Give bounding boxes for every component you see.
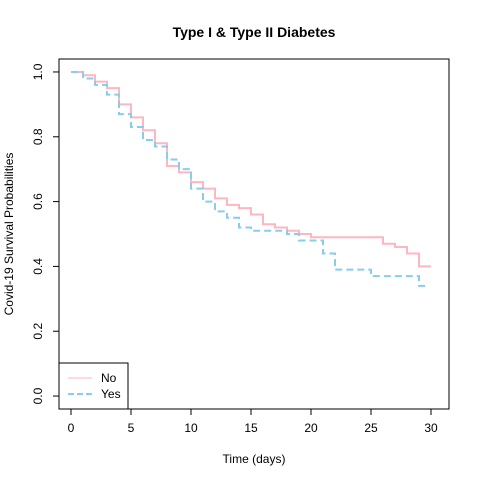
x-axis-label: Time (days) [223,452,286,466]
x-tick-label: 20 [304,421,318,435]
x-tick-label: 30 [424,421,438,435]
y-tick-label: 0.2 [31,323,45,340]
y-tick-label: 0.4 [31,258,45,275]
legend-label-no: No [101,371,117,385]
y-tick-label: 0.6 [31,193,45,210]
series-line-no [71,70,431,268]
x-tick-label: 25 [364,421,378,435]
series-layer [71,70,431,287]
y-tick-label: 0.0 [31,387,45,404]
y-axis-label: Covid-19 Survival Probabilities [2,153,16,316]
legend-label-yes: Yes [101,387,121,401]
x-tick-label: 5 [128,421,135,435]
x-axis: 0 5 10 15 20 25 30 [68,408,438,435]
legend-box [58,362,129,410]
series-line-yes [71,70,427,287]
x-tick-label: 15 [244,421,258,435]
legend: No Yes [58,362,129,410]
x-tick-label: 10 [184,421,198,435]
x-tick-label: 0 [68,421,75,435]
y-tick-label: 1.0 [31,63,45,80]
y-tick-label: 0.8 [31,128,45,145]
chart-title: Type I & Type II Diabetes [173,24,336,40]
y-axis: 0.0 0.2 0.4 0.6 0.8 1.0 [31,63,60,404]
